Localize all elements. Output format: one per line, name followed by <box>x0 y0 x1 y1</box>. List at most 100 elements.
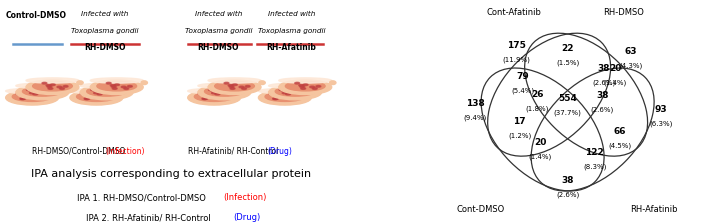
Ellipse shape <box>290 89 294 90</box>
Ellipse shape <box>208 93 213 95</box>
Ellipse shape <box>194 92 234 101</box>
Ellipse shape <box>297 90 302 92</box>
Ellipse shape <box>26 89 31 91</box>
Ellipse shape <box>278 80 332 95</box>
Text: 122: 122 <box>585 148 604 157</box>
Ellipse shape <box>199 93 204 95</box>
Ellipse shape <box>104 98 109 99</box>
Ellipse shape <box>286 93 291 95</box>
Text: 22: 22 <box>561 44 574 53</box>
Text: (37.7%): (37.7%) <box>553 110 582 116</box>
Ellipse shape <box>188 88 241 94</box>
Ellipse shape <box>109 90 114 92</box>
Ellipse shape <box>16 93 21 95</box>
Text: IPA 2. RH-Afatinib/ RH-Control: IPA 2. RH-Afatinib/ RH-Control <box>86 213 218 222</box>
Ellipse shape <box>229 86 234 87</box>
Text: RH-Afatinib/ RH-Control: RH-Afatinib/ RH-Control <box>188 147 281 156</box>
Ellipse shape <box>77 81 83 85</box>
Text: (2.6%): (2.6%) <box>592 79 615 86</box>
Ellipse shape <box>208 78 261 83</box>
Ellipse shape <box>309 91 316 95</box>
Ellipse shape <box>131 86 137 90</box>
Ellipse shape <box>312 88 317 89</box>
Text: (4.3%): (4.3%) <box>619 62 643 69</box>
Text: IPA analysis corresponding to extracellular protein: IPA analysis corresponding to extracellu… <box>31 169 311 179</box>
Ellipse shape <box>50 92 55 94</box>
Ellipse shape <box>91 93 95 95</box>
Ellipse shape <box>26 80 79 95</box>
Text: (2.6%): (2.6%) <box>590 107 614 113</box>
Ellipse shape <box>215 81 254 91</box>
Text: 554: 554 <box>558 94 577 103</box>
Ellipse shape <box>217 88 222 90</box>
Ellipse shape <box>301 88 306 89</box>
Ellipse shape <box>90 78 144 83</box>
Ellipse shape <box>278 78 332 83</box>
Ellipse shape <box>292 98 297 99</box>
Ellipse shape <box>114 92 119 94</box>
Ellipse shape <box>245 85 250 87</box>
Ellipse shape <box>295 82 300 84</box>
Text: (9.4%): (9.4%) <box>463 114 487 121</box>
Ellipse shape <box>215 95 219 96</box>
Ellipse shape <box>127 85 132 87</box>
Ellipse shape <box>33 95 37 96</box>
Text: 93: 93 <box>655 105 668 114</box>
Ellipse shape <box>16 83 69 88</box>
Text: Infected with: Infected with <box>81 11 129 17</box>
Ellipse shape <box>112 88 117 89</box>
Ellipse shape <box>26 78 79 83</box>
Ellipse shape <box>258 90 311 105</box>
Text: (6.3%): (6.3%) <box>650 121 673 127</box>
Ellipse shape <box>230 88 235 89</box>
Ellipse shape <box>232 92 237 94</box>
Ellipse shape <box>211 90 216 91</box>
Ellipse shape <box>56 91 63 95</box>
Text: 79: 79 <box>517 71 529 81</box>
Ellipse shape <box>241 88 246 89</box>
Text: Toxoplasma gondii: Toxoplasma gondii <box>71 28 139 34</box>
Text: 138: 138 <box>466 99 485 108</box>
Ellipse shape <box>21 98 26 99</box>
Ellipse shape <box>121 91 127 95</box>
Text: 38: 38 <box>596 91 609 100</box>
Ellipse shape <box>270 93 275 95</box>
Text: (1.5%): (1.5%) <box>556 60 579 66</box>
Ellipse shape <box>29 92 34 94</box>
Ellipse shape <box>85 98 90 99</box>
Ellipse shape <box>63 85 68 87</box>
Ellipse shape <box>66 86 73 90</box>
Ellipse shape <box>265 92 305 101</box>
Ellipse shape <box>310 86 315 88</box>
Text: (4.5%): (4.5%) <box>608 143 631 149</box>
Ellipse shape <box>110 85 115 86</box>
Ellipse shape <box>59 88 64 89</box>
Text: Cont-Afatinib: Cont-Afatinib <box>487 8 542 17</box>
Ellipse shape <box>20 98 25 100</box>
Ellipse shape <box>258 88 311 94</box>
Ellipse shape <box>268 93 273 95</box>
Text: (5.4%): (5.4%) <box>511 87 535 93</box>
Text: 63: 63 <box>625 47 637 56</box>
Text: 38: 38 <box>598 64 610 73</box>
Text: (1.8%): (1.8%) <box>526 106 549 112</box>
Ellipse shape <box>198 93 203 95</box>
Ellipse shape <box>17 93 22 95</box>
Ellipse shape <box>319 86 326 90</box>
Ellipse shape <box>80 85 133 100</box>
Ellipse shape <box>211 92 216 94</box>
Ellipse shape <box>289 95 294 97</box>
Ellipse shape <box>46 85 51 86</box>
Ellipse shape <box>268 83 321 88</box>
Ellipse shape <box>29 90 34 91</box>
Ellipse shape <box>208 80 261 95</box>
Text: (Drug): (Drug) <box>233 213 261 222</box>
Ellipse shape <box>97 81 136 91</box>
Text: 175: 175 <box>507 41 526 50</box>
Text: (Infection): (Infection) <box>105 147 144 156</box>
Ellipse shape <box>316 85 321 87</box>
Ellipse shape <box>226 90 231 92</box>
Ellipse shape <box>101 89 106 90</box>
Text: (1.4%): (1.4%) <box>604 79 627 86</box>
Ellipse shape <box>114 84 119 86</box>
